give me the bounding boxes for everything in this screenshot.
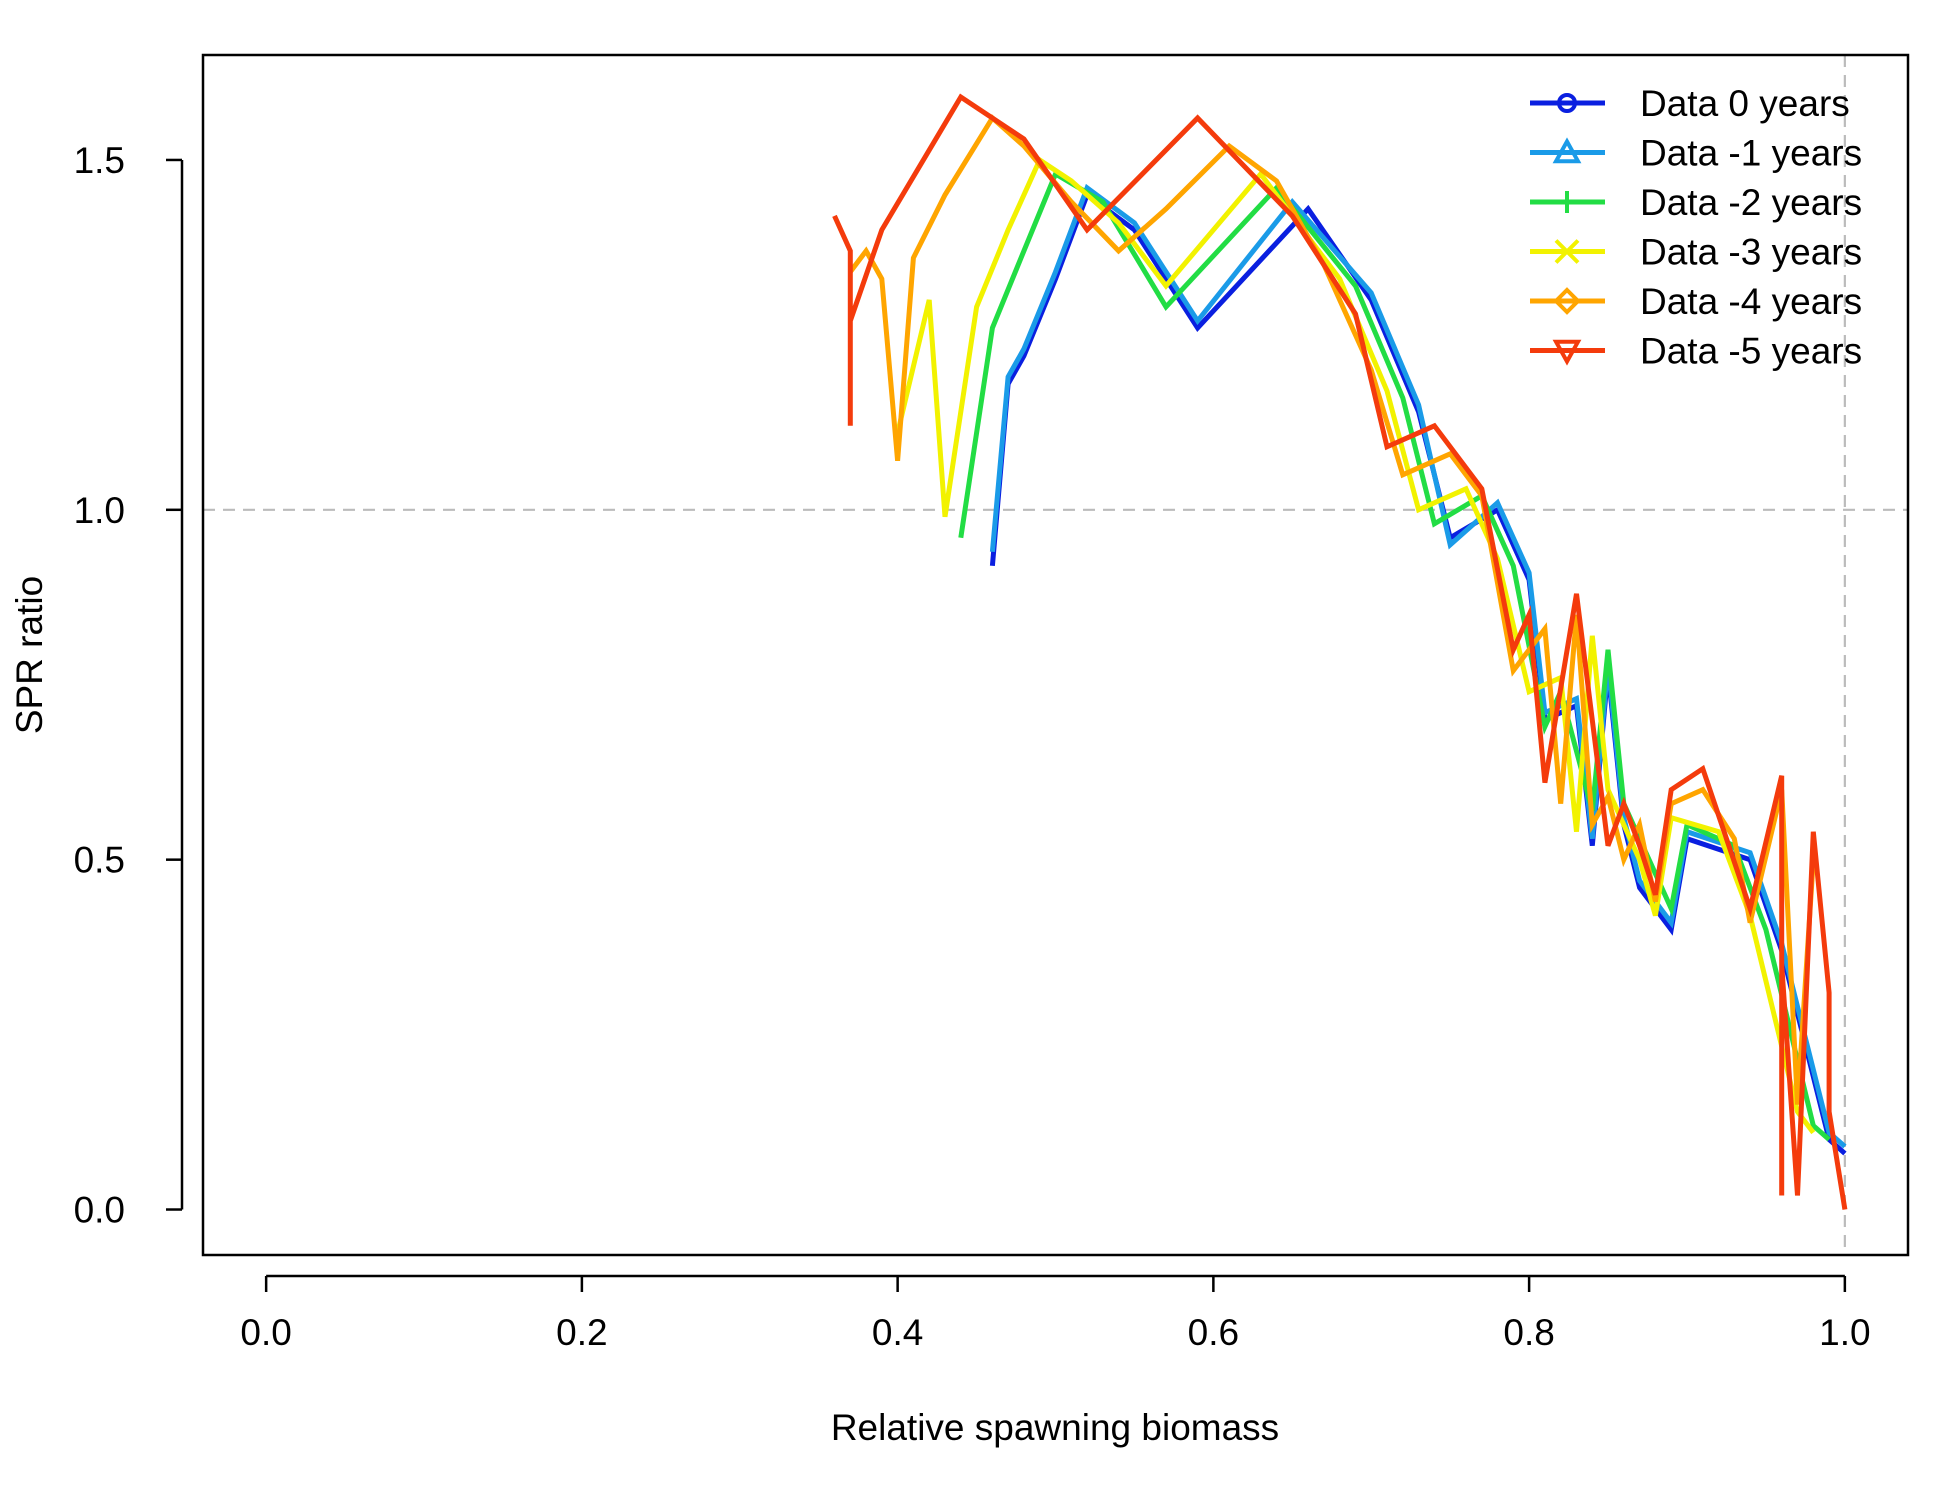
y-axis-label: SPR ratio <box>9 576 50 734</box>
legend-entry: Data -3 years <box>1530 232 1862 273</box>
x-tick-label: 0.4 <box>872 1312 923 1353</box>
legend-entry: Data -2 years <box>1530 182 1862 223</box>
legend-entry: Data -1 years <box>1530 133 1862 174</box>
legend-entry: Data -5 years <box>1530 331 1862 372</box>
y-tick-label: 0.5 <box>74 840 125 881</box>
series-layer <box>832 93 1848 1210</box>
y-tick-label: 0.0 <box>74 1190 125 1231</box>
legend-label: Data -2 years <box>1640 182 1862 223</box>
x-tick-label: 0.0 <box>240 1312 291 1353</box>
legend-marker-circle <box>1557 93 1577 113</box>
legend-marker-plus <box>1556 191 1578 213</box>
legend: Data 0 years Data -1 years Data -2 years Da… <box>1530 83 1862 372</box>
legend-entry: Data 0 years <box>1530 83 1850 124</box>
legend-label: Data 0 years <box>1640 83 1850 124</box>
series-line-4 <box>848 114 1816 1105</box>
legend-label: Data -3 years <box>1640 232 1862 273</box>
plot-frame <box>201 53 1910 1257</box>
x-tick-label: 0.8 <box>1503 1312 1554 1353</box>
x-tick-label: 1.0 <box>1819 1312 1870 1353</box>
x-axis: 0.0 0.2 0.4 0.6 0.8 1.0 <box>240 1274 1871 1353</box>
series-line-5 <box>832 93 1848 1210</box>
y-tick-label: 1.5 <box>74 140 125 181</box>
y-tick-label: 1.0 <box>74 490 125 531</box>
x-tick-label: 0.6 <box>1188 1312 1239 1353</box>
legend-marker-diamond <box>1553 287 1581 315</box>
reference-lines <box>203 55 1908 1255</box>
legend-label: Data -5 years <box>1640 331 1862 372</box>
x-tick-label: 0.2 <box>556 1312 607 1353</box>
x-axis-label: Relative spawning biomass <box>831 1407 1279 1448</box>
legend-label: Data -1 years <box>1640 133 1862 174</box>
legend-marker-triangle-down <box>1552 339 1582 366</box>
y-axis: 0.0 0.5 1.0 1.5 <box>74 140 184 1231</box>
legend-marker-triangle-up <box>1552 137 1582 164</box>
legend-label: Data -4 years <box>1640 281 1862 322</box>
legend-entry: Data -4 years <box>1530 281 1862 322</box>
legend-marker-x <box>1554 239 1580 264</box>
